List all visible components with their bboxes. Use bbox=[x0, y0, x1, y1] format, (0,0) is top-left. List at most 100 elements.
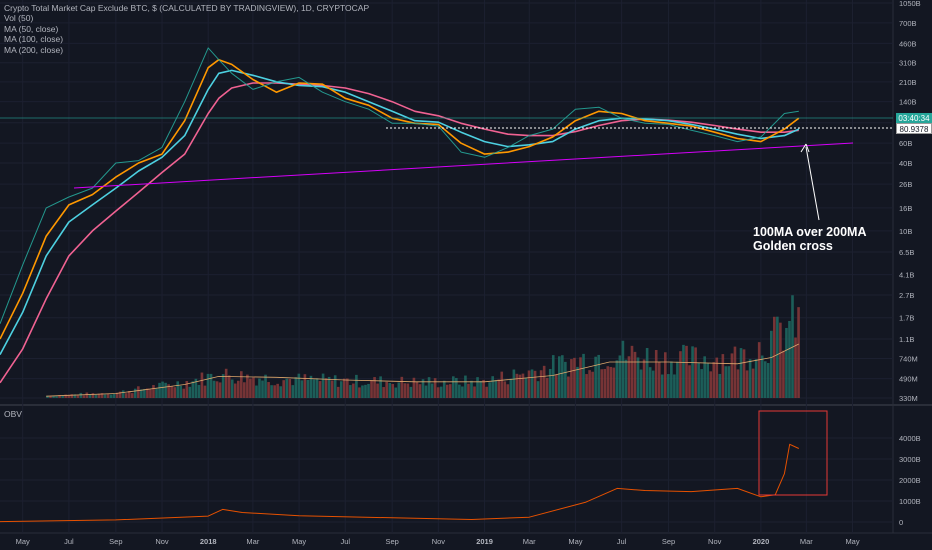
price-tick-13: 4.1B bbox=[899, 271, 914, 280]
volume-bar bbox=[452, 376, 455, 398]
volume-bar bbox=[558, 356, 561, 398]
volume-bar bbox=[249, 378, 252, 398]
volume-bar bbox=[712, 362, 716, 398]
volume-bar bbox=[188, 386, 192, 398]
volume-bar bbox=[339, 381, 343, 398]
volume-bar bbox=[324, 378, 328, 398]
obv-tick-1: 3000B bbox=[899, 455, 921, 464]
volume-bar bbox=[561, 355, 564, 398]
volume-bar bbox=[76, 395, 80, 398]
volume-bar bbox=[530, 369, 534, 398]
volume-bar bbox=[212, 380, 216, 398]
annotation-line-2: Golden cross bbox=[753, 239, 833, 253]
volume-bar bbox=[667, 374, 670, 398]
volume-bar bbox=[179, 385, 183, 398]
volume-bar bbox=[691, 346, 694, 398]
legend-vol: Vol (50) bbox=[4, 13, 34, 24]
chart-title: Crypto Total Market Cap Exclude BTC, $ (… bbox=[4, 3, 370, 13]
volume-bar bbox=[143, 388, 146, 398]
volume-bar bbox=[664, 352, 667, 398]
volume-bar bbox=[766, 363, 770, 398]
volume-bar bbox=[782, 350, 785, 398]
volume-bar bbox=[100, 393, 104, 398]
volume-bar bbox=[140, 389, 143, 398]
volume-bar bbox=[418, 384, 422, 398]
volume-bar bbox=[724, 366, 728, 398]
volume-bar bbox=[448, 384, 452, 398]
volume-bar bbox=[288, 378, 292, 398]
volume-bar bbox=[255, 385, 258, 398]
volume-bar bbox=[127, 391, 131, 398]
volume-bar bbox=[670, 361, 673, 398]
time-tick-17: Mar bbox=[800, 537, 813, 546]
volume-bar bbox=[197, 384, 201, 398]
volume-bar bbox=[309, 375, 313, 398]
volume-bar bbox=[394, 387, 398, 398]
volume-bar bbox=[527, 370, 531, 398]
price-tick-19: 330M bbox=[899, 394, 918, 403]
volume-bar bbox=[657, 361, 661, 398]
volume-bar bbox=[312, 379, 316, 398]
volume-bar bbox=[497, 379, 501, 398]
volume-bar bbox=[751, 368, 755, 398]
volume-bar bbox=[494, 379, 498, 398]
time-tick-8: Sep bbox=[386, 537, 399, 546]
volume-bar bbox=[785, 327, 788, 398]
time-tick-1: Jul bbox=[64, 537, 74, 546]
volume-bar bbox=[161, 381, 164, 398]
price-tick-14: 2.7B bbox=[899, 291, 914, 300]
volume-bar bbox=[718, 373, 722, 398]
volume-bar bbox=[539, 370, 543, 398]
volume-bar bbox=[597, 354, 600, 398]
volume-bar bbox=[364, 384, 367, 398]
volume-bar bbox=[551, 355, 555, 398]
volume-bar bbox=[221, 374, 225, 398]
volume-bar bbox=[739, 348, 743, 398]
volume-bar bbox=[742, 349, 746, 398]
volume-bar bbox=[436, 387, 440, 398]
volume-bar bbox=[346, 378, 349, 398]
volume-bar bbox=[442, 380, 446, 398]
volume-bar bbox=[745, 370, 749, 398]
volume-bar bbox=[582, 353, 585, 398]
volume-bar bbox=[458, 384, 461, 398]
volume-bar bbox=[406, 383, 410, 398]
volume-bar bbox=[409, 386, 413, 398]
volume-bar bbox=[294, 377, 298, 398]
volume-bar bbox=[185, 380, 189, 398]
time-tick-7: Jul bbox=[340, 537, 350, 546]
legend-ma200: MA (200, close) bbox=[4, 44, 64, 55]
time-tick-13: Jul bbox=[617, 537, 627, 546]
volume-bar bbox=[470, 380, 473, 398]
time-tick-3: Nov bbox=[155, 537, 169, 546]
volume-bar bbox=[397, 382, 401, 398]
volume-bar bbox=[776, 316, 779, 398]
volume-bar bbox=[464, 375, 467, 398]
volume-bar bbox=[291, 385, 295, 398]
chart-legend: Crypto Total Market Cap Exclude BTC, $ (… bbox=[4, 3, 369, 55]
volume-bar bbox=[424, 385, 428, 398]
volume-bar bbox=[694, 347, 697, 398]
volume-bar bbox=[233, 383, 237, 398]
volume-bar bbox=[373, 377, 376, 398]
volume-bar bbox=[330, 380, 334, 398]
volume-bar bbox=[630, 345, 634, 398]
volume-bar bbox=[624, 359, 628, 398]
volume-bar bbox=[361, 385, 364, 398]
volume-bar bbox=[124, 393, 128, 398]
volume-bar bbox=[336, 386, 340, 398]
annotation-line-1: 100MA over 200MA bbox=[753, 225, 867, 239]
volume-bar bbox=[564, 361, 567, 398]
volume-bar bbox=[382, 387, 385, 398]
volume-bar bbox=[333, 375, 337, 398]
volume-bar bbox=[439, 386, 443, 398]
volume-bar bbox=[612, 367, 616, 398]
price-tick-15: 1.7B bbox=[899, 314, 914, 323]
volume-bar bbox=[70, 394, 74, 398]
volume-bar bbox=[315, 378, 319, 398]
volume-bar bbox=[591, 371, 594, 398]
volume-bar bbox=[688, 365, 691, 398]
volume-bar bbox=[554, 374, 558, 398]
volume-bar bbox=[685, 345, 688, 398]
volume-bar bbox=[391, 383, 395, 398]
